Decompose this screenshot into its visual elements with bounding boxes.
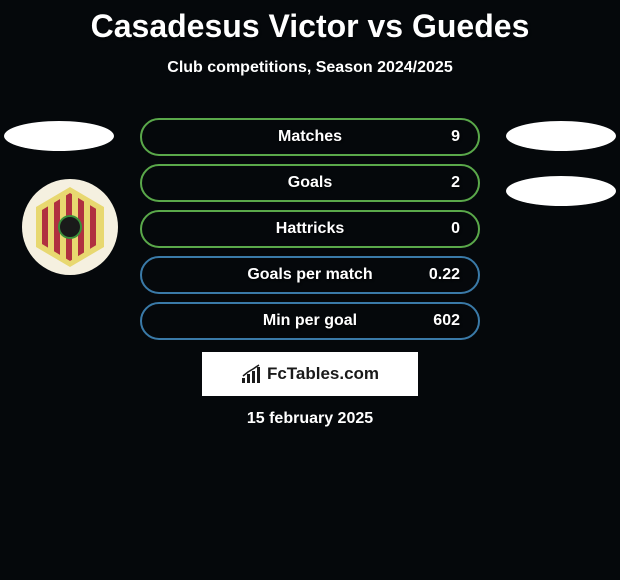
logo-text: FcTables.com (267, 364, 379, 384)
stat-value: 0 (451, 220, 460, 238)
fctables-logo: FcTables.com (202, 352, 418, 396)
stat-label: Matches (278, 128, 342, 146)
stat-bar-goals: Goals 2 (140, 164, 480, 202)
stat-label: Min per goal (263, 312, 357, 330)
stat-bar-matches: Matches 9 (140, 118, 480, 156)
subtitle: Club competitions, Season 2024/2025 (0, 59, 620, 77)
badge-center-emblem (58, 215, 82, 239)
stat-bar-goals-per-match: Goals per match 0.22 (140, 256, 480, 294)
stat-value: 0.22 (429, 266, 460, 284)
date-text: 15 february 2025 (247, 410, 373, 428)
badge-shield (36, 187, 104, 267)
stats-container: Matches 9 Goals 2 Hattricks 0 Goals per … (140, 118, 480, 348)
stat-value: 9 (451, 128, 460, 146)
player-right-placeholder-2 (506, 176, 616, 206)
stat-value: 2 (451, 174, 460, 192)
chart-icon (241, 364, 261, 384)
stat-bar-min-per-goal: Min per goal 602 (140, 302, 480, 340)
stat-label: Goals per match (247, 266, 372, 284)
club-badge (22, 179, 118, 275)
stat-value: 602 (433, 312, 460, 330)
player-left-placeholder (4, 121, 114, 151)
page-title: Casadesus Victor vs Guedes (0, 0, 620, 45)
stat-label: Goals (288, 174, 332, 192)
player-right-placeholder-1 (506, 121, 616, 151)
stat-bar-hattricks: Hattricks 0 (140, 210, 480, 248)
stat-label: Hattricks (276, 220, 344, 238)
